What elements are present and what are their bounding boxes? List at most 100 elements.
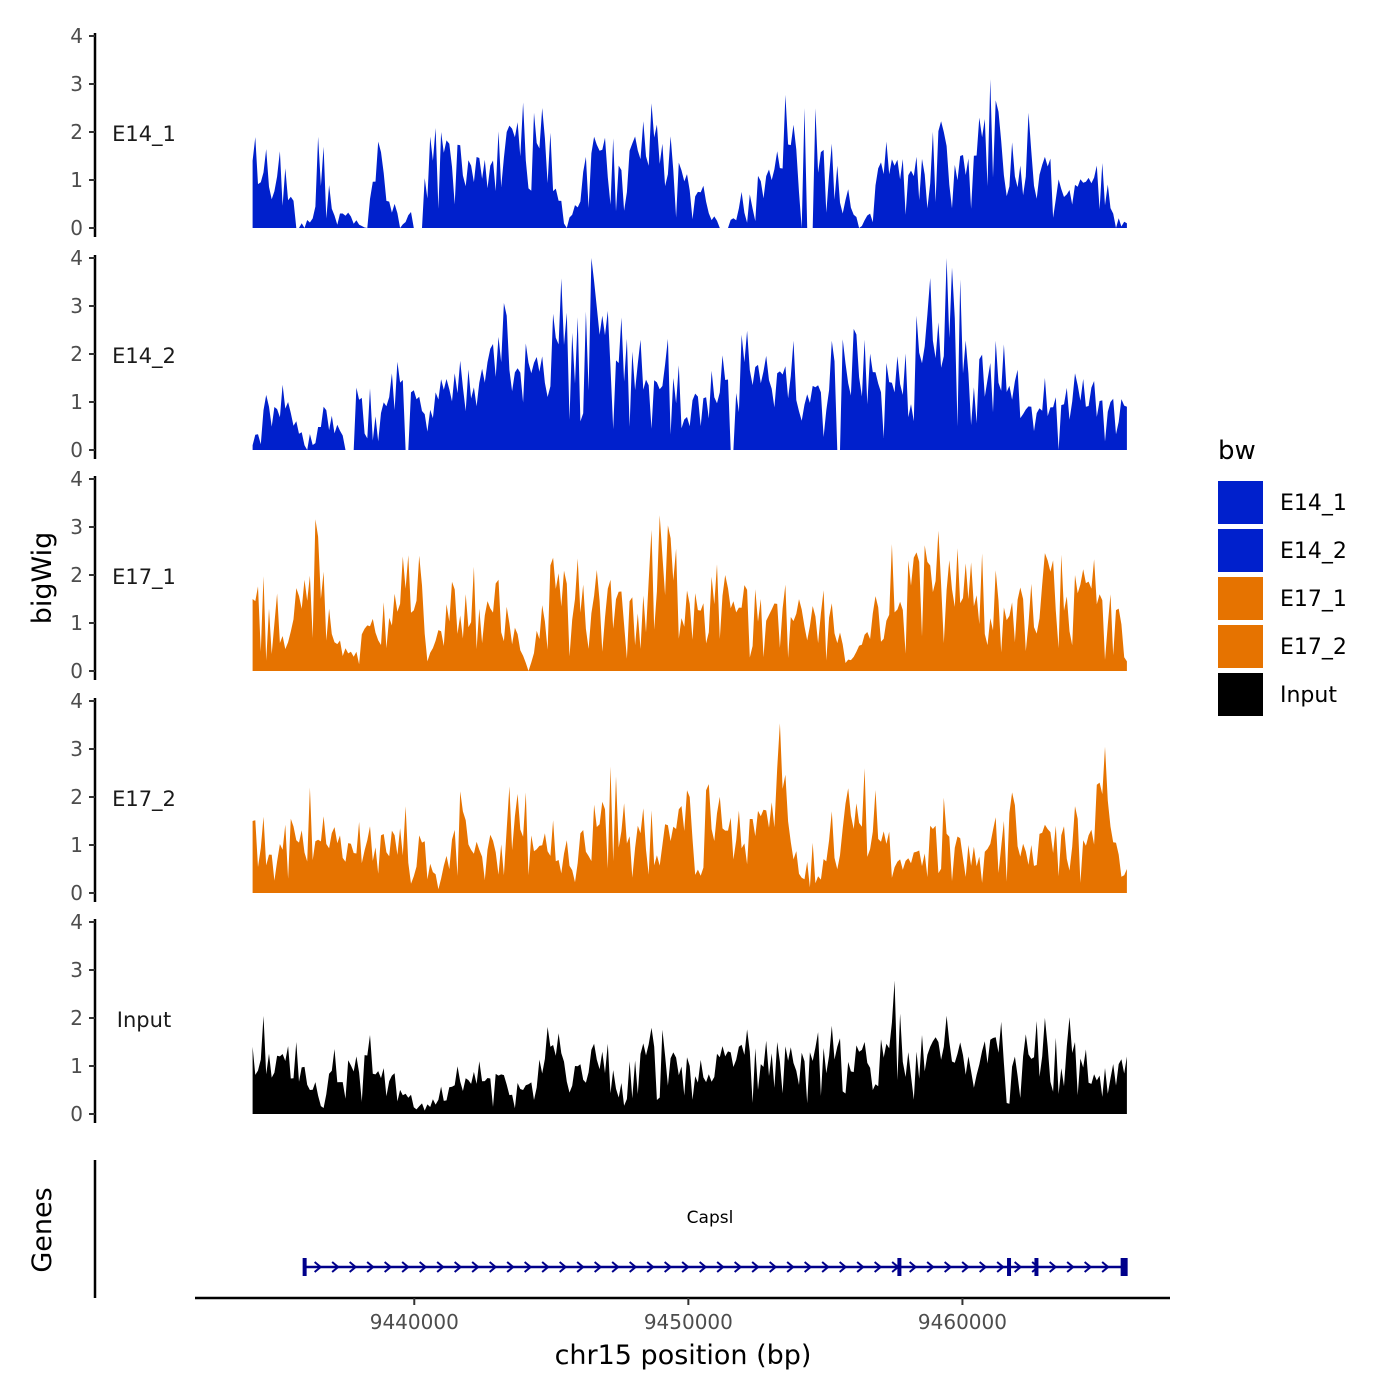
strand-arrow <box>471 1261 480 1273</box>
strand-arrow <box>576 1261 585 1273</box>
y-tick-label: 4 <box>70 24 83 48</box>
strand-arrow <box>611 1261 620 1273</box>
strand-arrow <box>348 1261 358 1273</box>
legend-swatch-E17_2 <box>1218 625 1263 668</box>
y-tick-label: 2 <box>70 342 83 366</box>
y-tick-label: 0 <box>70 1102 83 1126</box>
legend-swatch-E17_1 <box>1218 577 1263 620</box>
strand-arrow <box>558 1261 568 1273</box>
strand-arrow <box>593 1261 603 1273</box>
strand-arrow <box>523 1261 533 1273</box>
strand-arrow <box>943 1261 953 1273</box>
y-tick-label: 0 <box>70 659 83 683</box>
y-tick-label: 1 <box>70 833 83 857</box>
exon-mark <box>1120 1258 1128 1276</box>
strand-arrow <box>838 1261 848 1273</box>
y-tick-label: 0 <box>70 438 83 462</box>
y-tick-label: 3 <box>70 958 83 982</box>
x-tick-label: 9440000 <box>370 1310 459 1334</box>
y-tick-label: 0 <box>70 216 83 240</box>
gene-track <box>93 1160 1128 1298</box>
strand-arrow <box>1083 1261 1093 1273</box>
strand-arrow <box>436 1261 445 1273</box>
strand-arrow <box>978 1261 988 1273</box>
track-label-E14_1: E14_1 <box>112 122 176 147</box>
strand-arrow <box>313 1261 323 1273</box>
legend-label-Input: Input <box>1280 683 1337 708</box>
strand-arrow <box>453 1261 463 1273</box>
strand-arrow <box>908 1261 918 1273</box>
y-tick-label: 1 <box>70 611 83 635</box>
y-tick-label: 3 <box>70 737 83 761</box>
y-tick-label: 4 <box>70 689 83 713</box>
strand-arrow <box>681 1261 690 1273</box>
y-tick-label: 1 <box>70 390 83 414</box>
strand-arrow <box>873 1261 883 1273</box>
y-tick-label: 2 <box>70 563 83 587</box>
strand-arrow <box>716 1261 725 1273</box>
genes-track-title: Genes <box>27 1187 58 1272</box>
exon-mark <box>302 1258 307 1276</box>
strand-arrow <box>488 1261 498 1273</box>
y-tick-label: 3 <box>70 515 83 539</box>
x-axis: 9440000 9450000 9460000 <box>195 1296 1170 1334</box>
track-E17_2: 0 1 2 3 4 E17_2 <box>70 689 1127 905</box>
legend-swatch-E14_2 <box>1218 529 1263 572</box>
track-E17_1: 0 1 2 3 4 E17_1 <box>70 467 1127 683</box>
strand-arrow <box>926 1261 935 1273</box>
tracks-group: 0 1 2 3 4 E14_1 0 1 2 3 4 E14_2 0 1 2 3 4 E17_1 0 1 2 3 4 E17_2… <box>70 24 1127 1126</box>
exon-mark <box>897 1258 902 1276</box>
legend-label-E17_1: E17_1 <box>1280 587 1347 612</box>
y-tick-label: 0 <box>70 881 83 905</box>
exon-mark <box>1034 1258 1039 1276</box>
legend-swatch-E14_1 <box>1218 481 1263 524</box>
track-label-E17_1: E17_1 <box>112 565 176 590</box>
strand-arrow <box>733 1261 743 1273</box>
strand-arrow <box>646 1261 655 1273</box>
legend-title: bw <box>1218 436 1256 466</box>
track-E14_1: 0 1 2 3 4 E14_1 <box>70 24 1127 240</box>
exon-mark <box>1007 1258 1012 1276</box>
track-label-Input: Input <box>117 1008 171 1032</box>
strand-arrow <box>1066 1261 1075 1273</box>
coverage-area-E17_2 <box>252 723 1127 893</box>
strand-arrow <box>856 1261 865 1273</box>
track-Input: 0 1 2 3 4 Input <box>70 910 1127 1126</box>
y-tick-label: 2 <box>70 1006 83 1030</box>
strand-arrow <box>698 1261 708 1273</box>
legend: E14_1 E14_2 E17_1 E17_2 Input <box>1218 481 1347 716</box>
strand-arrow <box>1101 1261 1110 1273</box>
legend-label-E14_1: E14_1 <box>1280 491 1347 516</box>
strand-arrow <box>331 1261 340 1273</box>
track-E14_2: 0 1 2 3 4 E14_2 <box>70 246 1127 462</box>
strand-arrow <box>628 1261 638 1273</box>
coverage-area-E17_1 <box>252 515 1127 671</box>
y-axis-title: bigWig <box>27 532 58 625</box>
y-tick-label: 3 <box>70 72 83 96</box>
y-tick-label: 4 <box>70 910 83 934</box>
legend-label-E14_2: E14_2 <box>1280 539 1347 564</box>
strand-arrow <box>418 1261 428 1273</box>
y-tick-label: 3 <box>70 294 83 318</box>
strand-arrow <box>383 1261 393 1273</box>
strand-arrow <box>786 1261 795 1273</box>
strand-arrow <box>751 1261 760 1273</box>
strand-arrow <box>803 1261 813 1273</box>
coverage-area-E14_2 <box>252 258 1127 450</box>
strand-arrow <box>541 1261 550 1273</box>
y-tick-label: 4 <box>70 246 83 270</box>
strand-arrow <box>768 1261 778 1273</box>
strand-arrow <box>366 1261 375 1273</box>
strand-arrow <box>1013 1261 1023 1273</box>
y-tick-label: 2 <box>70 785 83 809</box>
y-tick-label: 4 <box>70 467 83 491</box>
y-tick-label: 1 <box>70 1054 83 1078</box>
y-tick-label: 2 <box>70 120 83 144</box>
strand-arrow <box>821 1261 830 1273</box>
coverage-area-E14_1 <box>252 79 1127 228</box>
coverage-area-Input <box>252 980 1127 1114</box>
y-tick-label: 1 <box>70 168 83 192</box>
strand-arrow <box>1048 1261 1058 1273</box>
strand-arrow <box>996 1261 1005 1273</box>
